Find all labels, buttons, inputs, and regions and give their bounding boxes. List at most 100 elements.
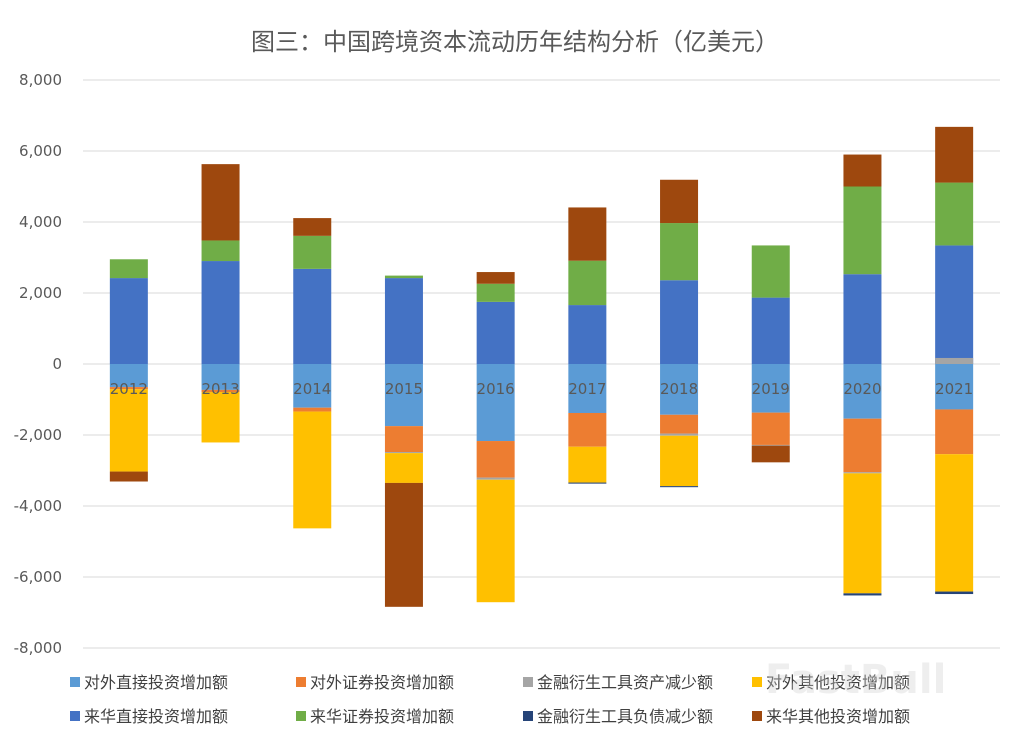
bar-segment	[293, 218, 332, 236]
legend-swatch	[752, 711, 762, 721]
bar-segment	[660, 486, 699, 488]
bar-segment	[476, 479, 515, 603]
legend-swatch	[296, 711, 306, 721]
bar-segment	[201, 392, 240, 443]
y-tick-label: -8,000	[14, 639, 62, 657]
bar-segment	[660, 433, 699, 436]
bar-segment	[751, 444, 790, 446]
bar-segment	[201, 164, 240, 241]
y-tick-label: -6,000	[14, 568, 62, 586]
bar-segment	[384, 278, 423, 364]
y-tick-label: 4,000	[19, 213, 62, 231]
bar-segment	[660, 280, 699, 364]
bar-segment	[935, 245, 974, 364]
bar-segment	[568, 364, 607, 413]
bar-segment	[843, 274, 882, 364]
y-tick-label: 2,000	[19, 284, 62, 302]
bar-segment	[109, 387, 148, 390]
bar-segment	[843, 472, 882, 474]
bar-segment	[293, 235, 332, 269]
watermark: FastBull	[765, 657, 946, 703]
legend: 对外直接投资增加额 对外证券投资增加额 金融衍生工具资产减少额 对外其他投资增加额来华…	[70, 673, 910, 726]
category-label: 2017	[568, 380, 606, 398]
category-label: 2020	[843, 380, 881, 398]
bar-segment	[476, 477, 515, 480]
bar-segment	[935, 126, 974, 183]
legend-swatch	[70, 677, 80, 687]
category-label: 2015	[385, 380, 423, 398]
legend-label: 来华其他投资增加额	[766, 707, 910, 726]
bar-segment	[568, 482, 607, 484]
bar-segment	[384, 452, 423, 454]
bar-segment	[935, 591, 974, 595]
bar-segment	[293, 411, 332, 529]
chart-title: 图三：中国跨境资本流动历年结构分析（亿美元）	[251, 28, 779, 56]
bar-segment	[751, 412, 790, 445]
y-tick-label: 8,000	[19, 71, 62, 89]
bar-segment	[843, 154, 882, 187]
category-label: 2018	[660, 380, 698, 398]
category-label: 2013	[201, 380, 239, 398]
bars	[109, 126, 974, 607]
legend-label: 对外直接投资增加额	[84, 673, 228, 692]
bar-segment	[660, 223, 699, 281]
bar-segment	[935, 357, 974, 364]
bar-segment	[751, 245, 790, 298]
bar-segment	[935, 182, 974, 246]
y-tick-label: 0	[52, 355, 62, 373]
bar-segment	[109, 259, 148, 279]
bar-segment	[568, 260, 607, 306]
legend-swatch	[523, 711, 533, 721]
legend-label: 金融衍生工具负债减少额	[537, 707, 713, 726]
legend-swatch	[523, 677, 533, 687]
bar-segment	[660, 435, 699, 487]
bar-segment	[476, 283, 515, 302]
bar-segment	[201, 389, 240, 393]
category-label: 2021	[935, 380, 973, 398]
bar-segment	[476, 441, 515, 478]
legend-label: 对外证券投资增加额	[310, 673, 454, 692]
legend-label: 来华直接投资增加额	[84, 707, 228, 726]
y-axis-tick-labels: 8,000 6,000 4,000 2,000 0 -2,000 -4,000 -6,000 -…	[14, 71, 62, 657]
bar-segment	[293, 268, 332, 364]
bar-segment	[843, 593, 882, 596]
bar-segment	[109, 278, 148, 364]
bar-segment	[109, 389, 148, 472]
bar-segment	[384, 453, 423, 483]
bar-segment	[660, 364, 699, 415]
bar-segment	[660, 179, 699, 224]
bar-segment	[935, 409, 974, 455]
bar-segment	[935, 364, 974, 410]
bar-segment	[660, 414, 699, 434]
legend-label: 对外其他投资增加额	[766, 673, 910, 692]
bar-segment	[293, 364, 332, 408]
bar-segment	[293, 407, 332, 412]
bar-segment	[843, 364, 882, 419]
bar-segment	[568, 207, 607, 261]
bar-segment	[384, 275, 423, 279]
y-tick-label: 6,000	[19, 142, 62, 160]
bar-segment	[568, 305, 607, 364]
x-axis-category-labels: 2012 2013 2014 2015 2016 2017 2018 2019 2020 2021	[110, 380, 973, 398]
bar-segment	[384, 426, 423, 453]
bar-segment	[935, 454, 974, 592]
bar-segment	[843, 473, 882, 594]
bar-segment	[384, 364, 423, 427]
bar-segment	[843, 186, 882, 275]
bar-segment	[843, 418, 882, 473]
category-label: 2014	[293, 380, 331, 398]
bar-segment	[476, 301, 515, 364]
category-label: 2016	[477, 380, 515, 398]
category-label: 2012	[110, 380, 148, 398]
legend-label: 来华证券投资增加额	[310, 707, 454, 726]
bar-segment	[568, 446, 607, 483]
legend-label: 金融衍生工具资产减少额	[537, 673, 713, 692]
bar-segment	[201, 240, 240, 262]
legend-swatch	[752, 677, 762, 687]
bar-segment	[201, 364, 240, 390]
bar-segment	[476, 364, 515, 442]
bar-segment	[751, 297, 790, 364]
bar-segment	[751, 364, 790, 413]
